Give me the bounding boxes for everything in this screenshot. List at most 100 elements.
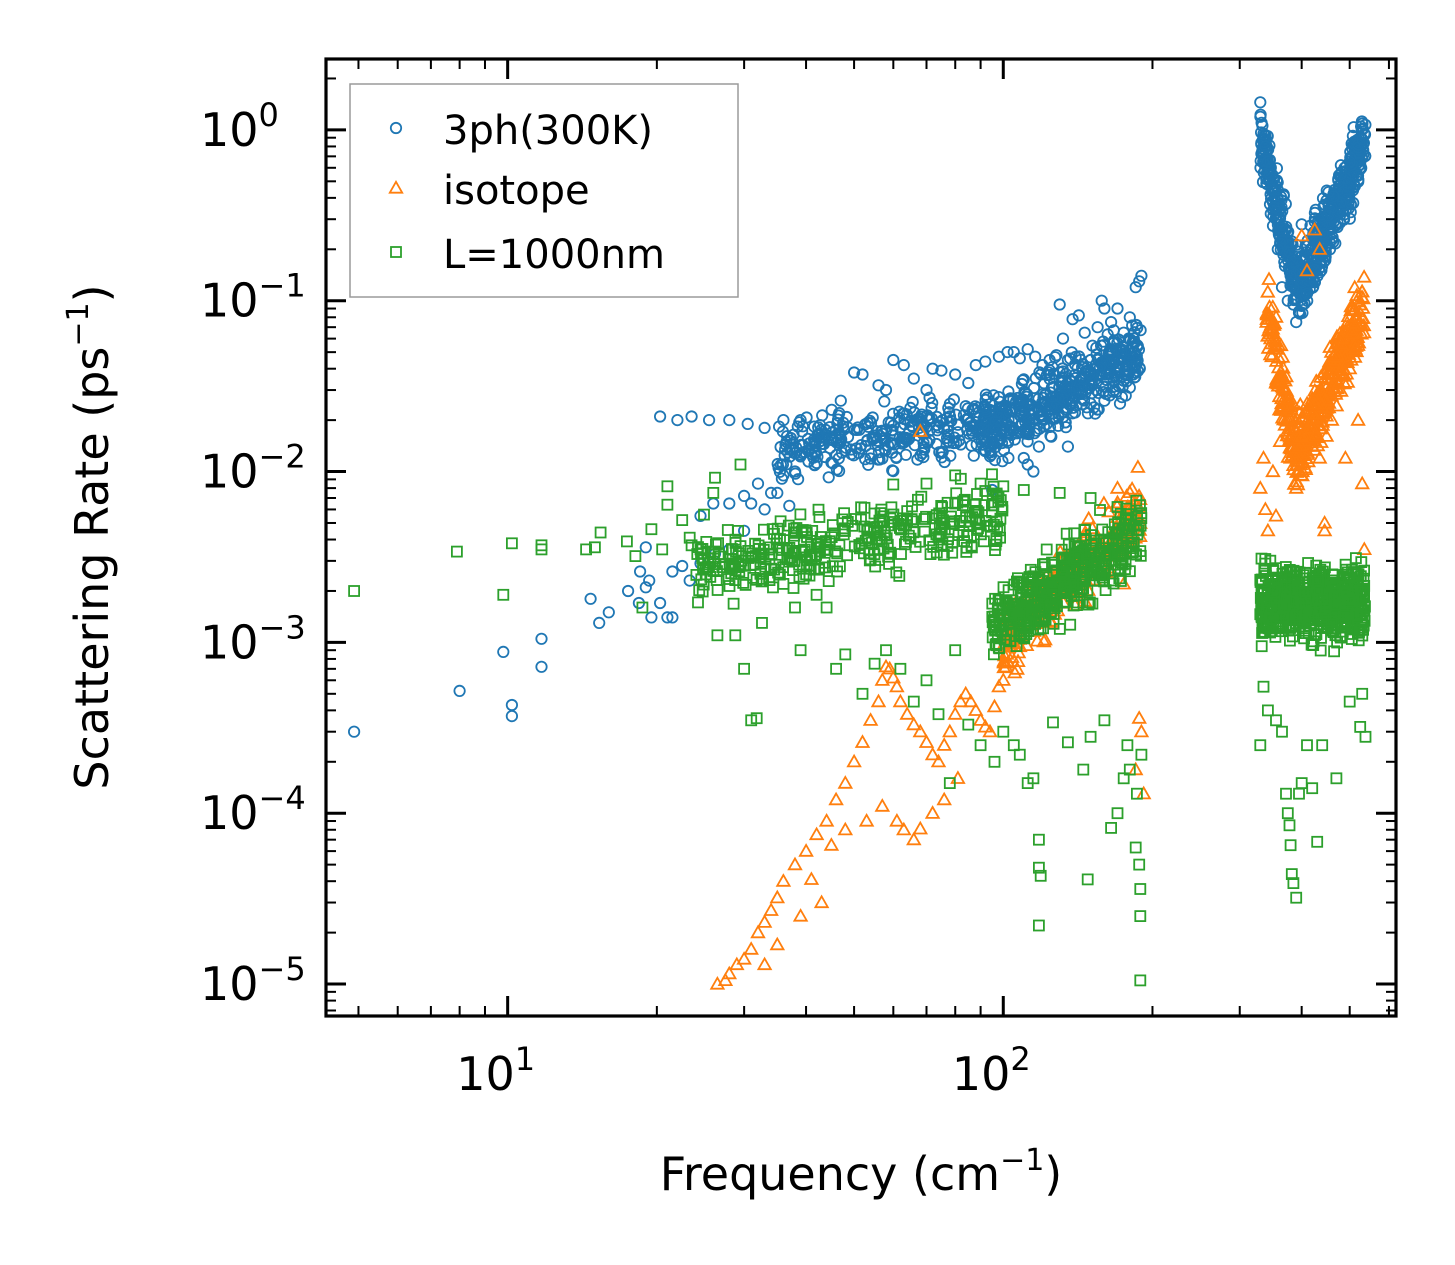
data-point <box>1276 219 1289 232</box>
data-point <box>1308 215 1321 228</box>
data-point <box>924 548 937 560</box>
data-point <box>712 537 724 550</box>
data-point <box>987 389 1000 402</box>
y-tick-label: 100 <box>200 96 279 157</box>
data-point <box>885 669 902 684</box>
data-point <box>1091 321 1104 334</box>
tick-labels: 101 102 100 10−1 10−2 10−3 10−4 10−5 <box>200 96 1031 1101</box>
data-point <box>1332 174 1345 187</box>
data-point <box>1000 654 1016 668</box>
data-point <box>965 439 978 452</box>
data-point <box>1284 269 1297 282</box>
data-point <box>1116 558 1129 571</box>
data-point <box>1134 883 1147 895</box>
data-point <box>450 545 463 558</box>
data-point <box>915 490 928 503</box>
data-point <box>850 513 862 525</box>
data-point <box>1126 335 1140 348</box>
data-point <box>594 526 607 539</box>
data-point <box>1321 621 1333 633</box>
data-point <box>1284 839 1297 852</box>
data-point <box>1018 637 1035 651</box>
data-point <box>924 746 941 761</box>
data-point <box>894 662 907 675</box>
data-point <box>895 523 907 536</box>
y-tick-label: 10−5 <box>200 950 306 1011</box>
data-point <box>890 450 903 464</box>
data-point <box>1344 151 1357 164</box>
data-point <box>1299 262 1315 277</box>
data-point <box>1267 563 1279 576</box>
data-point <box>1018 632 1031 645</box>
data-point <box>926 396 939 410</box>
data-point <box>694 509 707 523</box>
data-point <box>653 596 667 610</box>
data-point <box>1268 353 1285 367</box>
data-point <box>1337 449 1354 464</box>
data-point <box>936 791 952 806</box>
data-point <box>1122 508 1135 521</box>
data-point <box>1050 349 1063 362</box>
data-point <box>1356 269 1372 283</box>
data-point <box>1283 819 1296 832</box>
data-point <box>1093 361 1107 374</box>
data-point <box>1055 543 1068 556</box>
data-point <box>837 416 850 429</box>
data-point <box>719 558 732 571</box>
data-point <box>908 438 921 452</box>
data-point <box>783 443 796 456</box>
data-point <box>1051 600 1063 612</box>
data-point <box>1293 606 1306 619</box>
data-point <box>453 684 466 698</box>
data-point <box>1113 397 1127 410</box>
data-point <box>912 493 924 506</box>
data-point <box>1000 596 1012 608</box>
x-tick-label: 102 <box>952 1040 1031 1101</box>
data-point <box>750 712 763 725</box>
data-point <box>800 527 813 539</box>
data-point <box>734 558 747 571</box>
data-point <box>906 831 922 846</box>
data-point <box>1271 183 1284 196</box>
data-point <box>1293 227 1310 242</box>
data-point <box>1133 275 1146 288</box>
data-point <box>1102 526 1115 538</box>
data-point <box>930 753 947 768</box>
data-point <box>1032 405 1045 418</box>
axis-ticks <box>326 59 1396 1016</box>
data-point <box>1033 861 1045 874</box>
data-point <box>1355 120 1368 133</box>
data-point <box>796 545 808 558</box>
data-point <box>1013 352 1026 365</box>
data-point <box>839 525 851 537</box>
data-point <box>1330 772 1343 785</box>
data-point <box>723 413 736 427</box>
data-point <box>1096 571 1109 584</box>
data-point <box>1309 574 1322 587</box>
data-point <box>676 514 689 526</box>
data-point <box>1117 542 1129 555</box>
data-point <box>1123 381 1136 394</box>
data-point <box>856 687 869 700</box>
data-point <box>758 421 771 434</box>
data-point <box>1123 347 1136 360</box>
data-point <box>1344 206 1357 219</box>
data-point <box>958 535 970 547</box>
data-point <box>1342 180 1355 193</box>
data-point <box>747 572 760 584</box>
data-point <box>1078 326 1091 339</box>
data-point <box>1311 241 1328 255</box>
data-point <box>957 495 970 508</box>
data-point <box>935 364 948 377</box>
data-point <box>1281 294 1294 307</box>
data-point <box>1268 201 1281 214</box>
data-point <box>978 499 991 512</box>
data-point <box>1343 321 1360 336</box>
data-point <box>1340 193 1353 206</box>
data-point <box>1092 546 1105 559</box>
data-point <box>773 465 787 478</box>
data-point <box>1287 877 1300 889</box>
data-point <box>798 543 811 556</box>
data-point <box>901 505 914 518</box>
